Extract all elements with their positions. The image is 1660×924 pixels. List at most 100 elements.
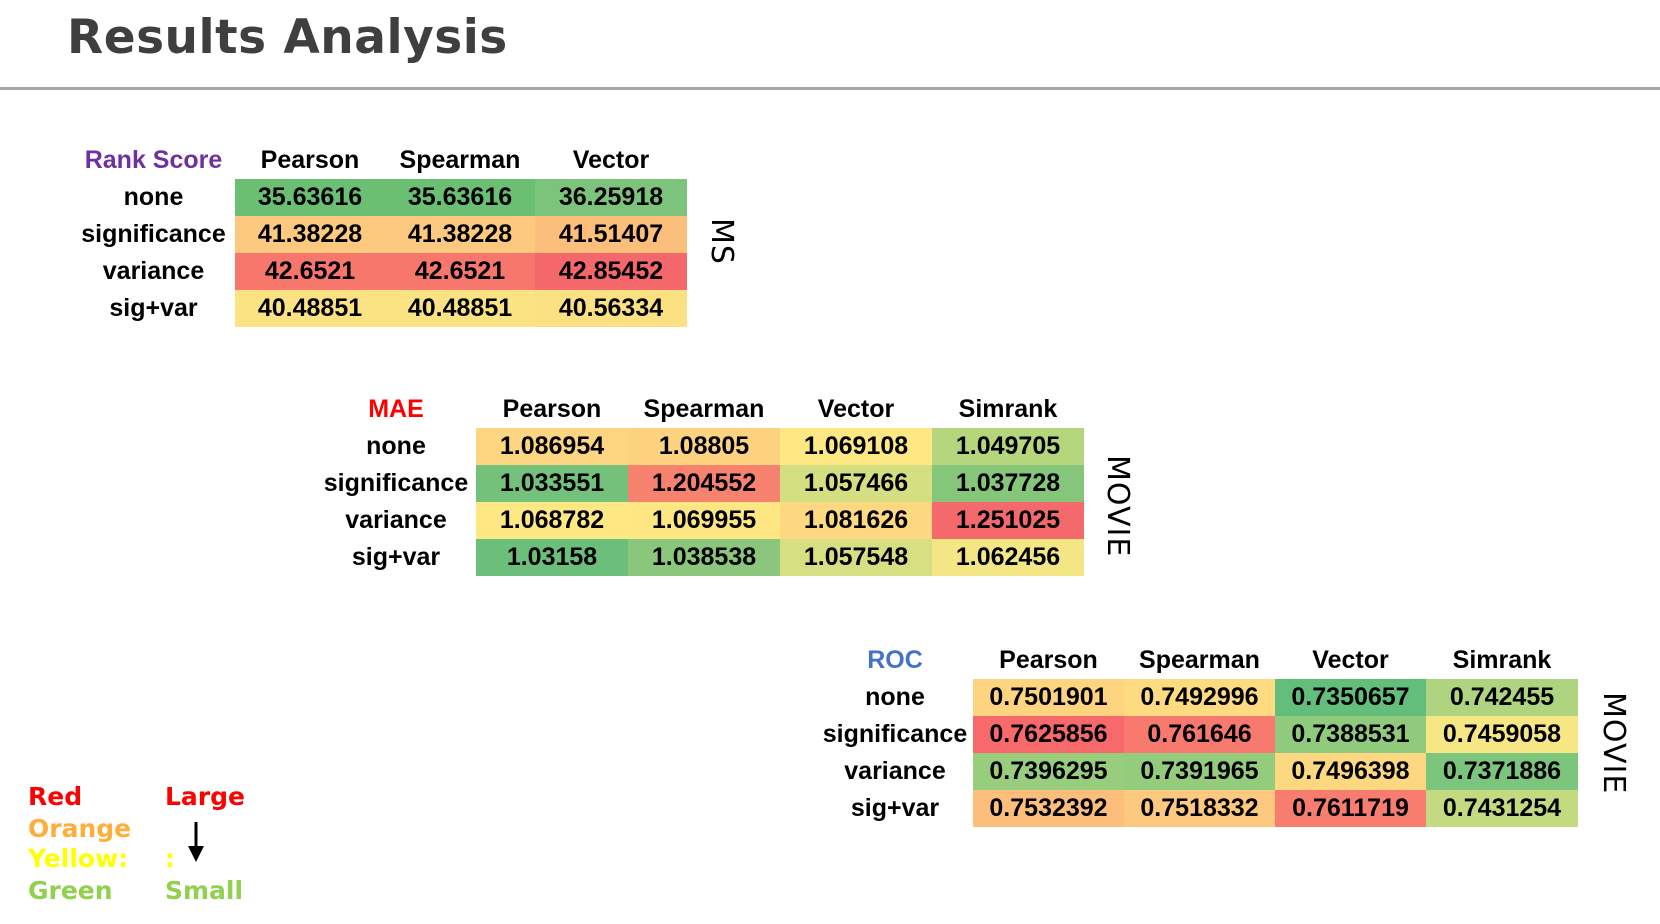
column-header: Pearson bbox=[260, 146, 360, 174]
table-row: none 35.63616 35.63616 36.25918 bbox=[72, 179, 687, 216]
column-header: Vector bbox=[1312, 646, 1389, 674]
legend-colon: : bbox=[165, 844, 175, 873]
table-row: variance 1.068782 1.069955 1.081626 1.251025 bbox=[316, 502, 1084, 539]
heatmap-cell: 0.7431254 bbox=[1426, 790, 1578, 827]
heatmap-cell: 1.086954 bbox=[476, 428, 628, 465]
heatmap-cell: 0.7501901 bbox=[973, 679, 1124, 716]
heatmap-cell: 41.38228 bbox=[385, 216, 535, 253]
heatmap-cell: 1.069108 bbox=[780, 428, 932, 465]
table-row: significance 1.033551 1.204552 1.057466 1.03… bbox=[316, 465, 1084, 502]
row-label: none bbox=[123, 183, 184, 211]
heatmap-cell: 0.7492996 bbox=[1124, 679, 1275, 716]
heatmap-cell: 1.033551 bbox=[476, 465, 628, 502]
heatmap-cell: 41.51407 bbox=[535, 216, 687, 253]
heatmap-cell: 1.037728 bbox=[932, 465, 1084, 502]
column-header: Simrank bbox=[1452, 646, 1552, 674]
heatmap-cell: 1.049705 bbox=[932, 428, 1084, 465]
column-header: Spearman bbox=[1139, 646, 1260, 674]
heatmap-cell: 36.25918 bbox=[535, 179, 687, 216]
heatmap-cell: 42.6521 bbox=[385, 253, 535, 290]
heatmap-cell: 0.7388531 bbox=[1275, 716, 1426, 753]
legend-yellow: Yellow: bbox=[28, 844, 129, 873]
heatmap-cell: 0.7350657 bbox=[1275, 679, 1426, 716]
row-label: none bbox=[366, 432, 426, 460]
heatmap-cell: 1.057466 bbox=[780, 465, 932, 502]
heatmap-cell: 0.7518332 bbox=[1124, 790, 1275, 827]
heatmap-cell: 0.7532392 bbox=[973, 790, 1124, 827]
row-label: sig+var bbox=[351, 543, 441, 571]
legend-large: Large bbox=[165, 782, 245, 811]
heatmap-cell: 0.761646 bbox=[1124, 716, 1275, 753]
heatmap-cell: 1.068782 bbox=[476, 502, 628, 539]
row-label: variance bbox=[102, 257, 205, 285]
heatmap-cell: 35.63616 bbox=[385, 179, 535, 216]
heatmap-cell: 42.85452 bbox=[535, 253, 687, 290]
heatmap-cell: 42.6521 bbox=[235, 253, 385, 290]
row-label: significance bbox=[81, 220, 226, 248]
arrow-down-icon bbox=[188, 822, 204, 862]
table-row: none 0.7501901 0.7492996 0.7350657 0.742455 bbox=[817, 679, 1578, 716]
column-header: Spearman bbox=[643, 395, 765, 423]
row-label: variance bbox=[844, 757, 946, 785]
title-divider bbox=[0, 87, 1660, 90]
table-row: none 1.086954 1.08805 1.069108 1.049705 bbox=[316, 428, 1084, 465]
row-label: none bbox=[865, 683, 925, 711]
heatmap-cell: 1.069955 bbox=[628, 502, 780, 539]
table-row: significance 41.38228 41.38228 41.51407 bbox=[72, 216, 687, 253]
heatmap-cell: 40.56334 bbox=[535, 290, 687, 327]
column-header: Pearson bbox=[502, 395, 602, 423]
rank-score-table-block: Rank Score Pearson Spearman Vector none 3… bbox=[72, 142, 687, 327]
roc-table: ROC Pearson Spearman Vector Simrank none… bbox=[817, 642, 1578, 827]
heatmap-cell: 0.7396295 bbox=[973, 753, 1124, 790]
dataset-side-label-movie-roc: MOVIE bbox=[1596, 692, 1631, 795]
legend-orange: Orange bbox=[28, 814, 132, 843]
row-label: significance bbox=[323, 469, 469, 497]
heatmap-cell: 0.742455 bbox=[1426, 679, 1578, 716]
row-label: significance bbox=[822, 720, 968, 748]
column-header: Vector bbox=[817, 395, 895, 423]
legend-red: Red bbox=[28, 782, 83, 811]
heatmap-cell: 0.7459058 bbox=[1426, 716, 1578, 753]
dataset-side-label-movie-mae: MOVIE bbox=[1100, 455, 1135, 558]
table-row: variance 0.7396295 0.7391965 0.7496398 0.737… bbox=[817, 753, 1578, 790]
heatmap-cell: 1.038538 bbox=[628, 539, 780, 576]
row-label: variance bbox=[345, 506, 447, 534]
heatmap-cell: 1.204552 bbox=[628, 465, 780, 502]
page-title: Results Analysis bbox=[67, 10, 508, 65]
column-header: Vector bbox=[572, 146, 650, 174]
heatmap-cell: 0.7611719 bbox=[1275, 790, 1426, 827]
mae-table: MAE Pearson Spearman Vector Simrank none… bbox=[316, 391, 1084, 576]
table-row: sig+var 40.48851 40.48851 40.56334 bbox=[72, 290, 687, 327]
table-corner-label: Rank Score bbox=[84, 146, 223, 174]
table-corner-label: ROC bbox=[867, 646, 923, 674]
row-label: sig+var bbox=[850, 794, 940, 822]
heatmap-cell: 1.08805 bbox=[628, 428, 780, 465]
legend-small: Small bbox=[165, 876, 244, 905]
table-row: significance 0.7625856 0.761646 0.7388531 0.… bbox=[817, 716, 1578, 753]
table-corner-label: MAE bbox=[368, 395, 424, 423]
row-label: sig+var bbox=[109, 294, 198, 322]
heatmap-cell: 1.062456 bbox=[932, 539, 1084, 576]
column-header: Pearson bbox=[999, 646, 1098, 674]
roc-table-block: ROC Pearson Spearman Vector Simrank none… bbox=[817, 642, 1578, 827]
heatmap-cell: 35.63616 bbox=[235, 179, 385, 216]
heatmap-cell: 1.251025 bbox=[932, 502, 1084, 539]
heatmap-cell: 1.03158 bbox=[476, 539, 628, 576]
heatmap-cell: 0.7625856 bbox=[973, 716, 1124, 753]
heatmap-cell: 1.081626 bbox=[780, 502, 932, 539]
dataset-side-label-ms: MS bbox=[704, 218, 739, 265]
rank-score-table: Rank Score Pearson Spearman Vector none 3… bbox=[72, 142, 687, 327]
table-row: sig+var 0.7532392 0.7518332 0.7611719 0.7431… bbox=[817, 790, 1578, 827]
mae-table-block: MAE Pearson Spearman Vector Simrank none… bbox=[316, 391, 1084, 576]
legend-green: Green bbox=[28, 876, 113, 905]
column-header: Simrank bbox=[958, 395, 1058, 423]
heatmap-cell: 40.48851 bbox=[385, 290, 535, 327]
table-row: sig+var 1.03158 1.038538 1.057548 1.062456 bbox=[316, 539, 1084, 576]
heatmap-cell: 1.057548 bbox=[780, 539, 932, 576]
table-row: variance 42.6521 42.6521 42.85452 bbox=[72, 253, 687, 290]
heatmap-cell: 0.7496398 bbox=[1275, 753, 1426, 790]
heatmap-cell: 41.38228 bbox=[235, 216, 385, 253]
heatmap-cell: 40.48851 bbox=[235, 290, 385, 327]
column-header: Spearman bbox=[399, 146, 521, 174]
heatmap-cell: 0.7391965 bbox=[1124, 753, 1275, 790]
